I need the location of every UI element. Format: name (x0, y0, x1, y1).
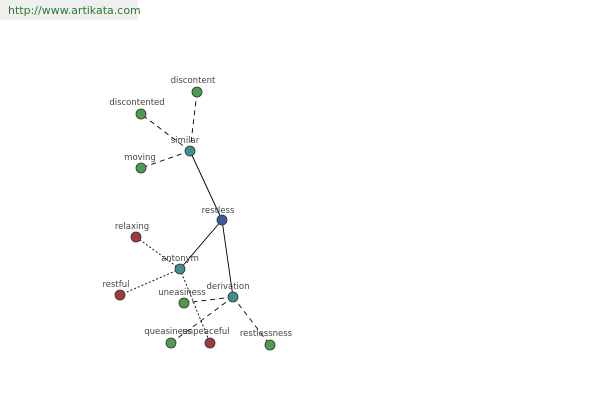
edge (232, 296, 271, 346)
node-label[interactable]: moving (124, 153, 156, 163)
edge (189, 150, 223, 221)
node[interactable] (178, 297, 190, 309)
node-label[interactable]: relaxing (115, 222, 149, 232)
url[interactable]: http://www.artikata.com (8, 4, 141, 17)
edges (119, 91, 271, 346)
node-label[interactable]: unpeaceful (182, 327, 229, 337)
node-label[interactable]: uneasiness (158, 288, 206, 298)
node[interactable] (130, 231, 142, 243)
node[interactable] (264, 339, 276, 351)
node-label[interactable]: restlessness (240, 329, 293, 339)
node-label[interactable]: restless (202, 206, 235, 216)
edge (179, 219, 223, 270)
edge (170, 296, 234, 344)
node[interactable] (135, 108, 147, 120)
node-label[interactable]: derivation (206, 282, 249, 292)
node-label[interactable]: antonym (161, 254, 199, 264)
node-label[interactable]: discontent (171, 76, 216, 86)
node-label[interactable]: restful (102, 280, 129, 290)
node[interactable] (191, 86, 203, 98)
edge (179, 268, 211, 344)
header: http://www.artikata.com (0, 0, 141, 20)
node[interactable] (174, 263, 186, 275)
node[interactable] (135, 162, 147, 174)
node[interactable] (216, 214, 228, 226)
node[interactable] (227, 291, 239, 303)
node[interactable] (114, 289, 126, 301)
edge (119, 268, 181, 296)
node-label[interactable]: discontented (109, 98, 164, 108)
node[interactable] (184, 145, 196, 157)
edge (221, 219, 234, 298)
node-label[interactable]: similar (171, 136, 200, 146)
edge (189, 91, 198, 152)
node-label[interactable]: queasiness (144, 327, 192, 337)
node[interactable] (165, 337, 177, 349)
nodes: restless similar antonym derivation disc… (102, 76, 293, 351)
edge (140, 113, 191, 152)
edge (135, 236, 181, 270)
node[interactable] (204, 337, 216, 349)
